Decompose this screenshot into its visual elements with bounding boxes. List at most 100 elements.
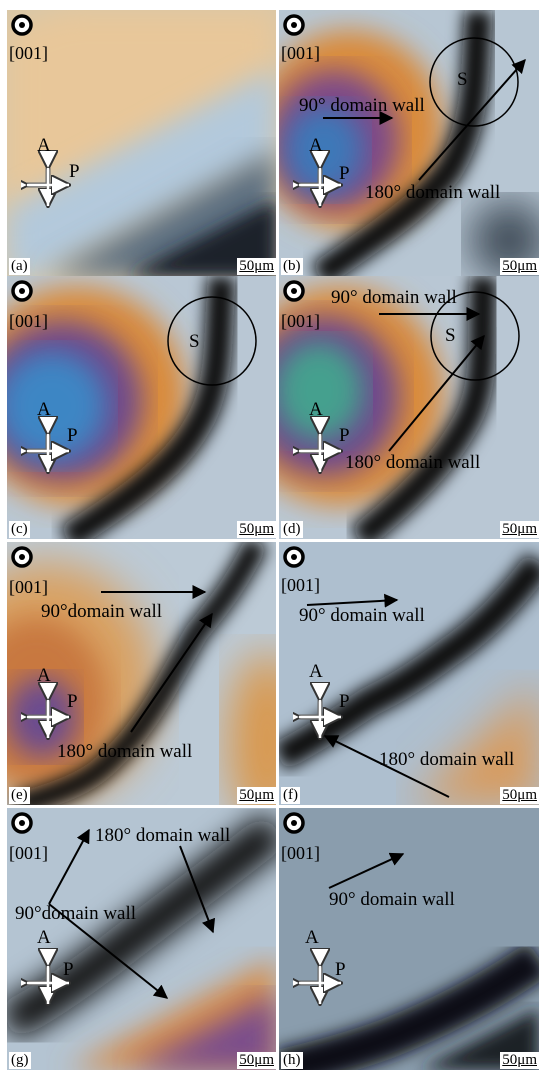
polarizer-cross-icon: [293, 140, 353, 210]
zone-axis-label: [001]: [9, 43, 48, 63]
panel-c: [001] S A P (c) 50μm: [7, 276, 276, 539]
panel-f: [001] 90° domain wall 180° domain wall A…: [279, 542, 539, 805]
label-90-domain-wall: 90° domain wall: [299, 605, 425, 626]
label-s: S: [189, 331, 200, 352]
zone-axis-icon: [283, 812, 305, 834]
zone-axis-icon: [283, 546, 305, 568]
micrograph-c: [7, 276, 276, 539]
panel-label-d: (d): [281, 521, 303, 538]
scale-bar-g: 50μm: [237, 1052, 276, 1069]
analyzer-label: A: [37, 399, 51, 420]
arrow-180-wall: [179, 845, 216, 934]
analyzer-label: A: [37, 135, 51, 156]
polarizer-cross-icon: [21, 938, 81, 1008]
panel-label-b: (b): [281, 258, 303, 275]
region-circle: [429, 37, 519, 127]
panel-d: [001] 90° domain wall 180° domain wall S…: [279, 276, 539, 539]
label-90-domain-wall: 90° domain wall: [331, 287, 457, 308]
polarizer-cross-icon: [293, 406, 353, 476]
label-180-domain-wall: 180° domain wall: [95, 825, 231, 846]
micrograph-g: [7, 808, 276, 1070]
panel-a: [001] A P (a) 50μm: [7, 10, 276, 276]
panel-label-g: (g): [9, 1052, 31, 1069]
polarizer-label: P: [69, 161, 80, 182]
analyzer-label: A: [305, 927, 319, 948]
label-90-domain-wall: 90°domain wall: [15, 903, 137, 924]
arrow-180-wall: [130, 612, 213, 733]
polarizer-cross-icon: [21, 672, 81, 742]
panel-h: [001] 90° domain wall A P (h) 50μm: [279, 808, 539, 1070]
label-s: S: [445, 325, 456, 346]
polarizer-label: P: [339, 163, 350, 184]
annotations-b: [323, 37, 526, 181]
polarizer-label: P: [67, 425, 78, 446]
arrow-90-wall-down: [48, 903, 169, 999]
analyzer-label: A: [309, 661, 323, 682]
zone-axis-icon: [283, 280, 305, 302]
label-180-domain-wall: 180° domain wall: [345, 452, 481, 473]
zone-axis-label: [001]: [281, 575, 320, 595]
zone-axis-icon: [11, 812, 33, 834]
annotations-f: [306, 593, 450, 798]
micrograph-b: [279, 10, 539, 276]
annotations-c: [167, 296, 257, 386]
zone-axis-icon: [11, 546, 33, 568]
scale-bar-e: 50μm: [237, 787, 276, 804]
label-90-domain-wall: 90°domain wall: [41, 601, 163, 622]
zone-axis-icon: [11, 280, 33, 302]
analyzer-label: A: [309, 135, 323, 156]
annotations-e: [101, 585, 213, 733]
region-circle: [167, 296, 257, 386]
annotations-g: [48, 828, 216, 999]
annotations-d: [379, 291, 520, 452]
polarizer-cross-icon: [21, 406, 81, 476]
arrow-90-wall-up: [48, 828, 90, 905]
polarizer-label: P: [339, 425, 350, 446]
label-180-domain-wall: 180° domain wall: [365, 182, 501, 203]
panel-label-a: (a): [9, 258, 30, 275]
scale-bar-a: 50μm: [237, 258, 276, 275]
scale-bar-h: 50μm: [500, 1052, 539, 1069]
panel-g: [001] 180° domain wall 90°domain wall A …: [7, 808, 276, 1070]
micrograph-a: [7, 10, 276, 276]
scale-bar-f: 50μm: [500, 787, 539, 804]
panel-label-f: (f): [281, 787, 300, 804]
zone-axis-label: [001]: [281, 311, 320, 331]
zone-axis-icon: [11, 14, 33, 36]
scale-bar-b: 50μm: [500, 258, 539, 275]
zone-axis-label: [001]: [9, 311, 48, 331]
panel-label-e: (e): [9, 787, 30, 804]
scale-bar-d: 50μm: [500, 521, 539, 538]
polarizer-cross-icon: [293, 938, 353, 1008]
arrow-180-wall: [323, 735, 450, 798]
panel-label-c: (c): [9, 521, 30, 538]
polarizer-cross-icon: [21, 140, 81, 210]
micrograph-e: [7, 542, 276, 805]
analyzer-label: A: [37, 665, 51, 686]
label-s: S: [457, 69, 468, 90]
zone-axis-label: [001]: [281, 843, 320, 863]
panel-label-h: (h): [281, 1052, 303, 1069]
panel-e: [001] 90°domain wall 180° domain wall A …: [7, 542, 276, 805]
polarizer-label: P: [63, 959, 74, 980]
polarizer-label: P: [67, 691, 78, 712]
zone-axis-label: [001]: [9, 843, 48, 863]
arrow-180-wall: [418, 58, 526, 181]
zone-axis-label: [001]: [9, 577, 48, 597]
analyzer-label: A: [37, 927, 51, 948]
arrow-90-wall: [306, 593, 399, 608]
label-180-domain-wall: 180° domain wall: [57, 741, 193, 762]
arrow-180-wall: [388, 334, 485, 452]
label-90-domain-wall: 90° domain wall: [299, 95, 425, 116]
annotations-h: [328, 852, 405, 889]
polarizer-label: P: [335, 959, 346, 980]
arrow-90-wall: [328, 852, 405, 889]
scale-bar-c: 50μm: [237, 521, 276, 538]
zone-axis-icon: [283, 14, 305, 36]
zone-axis-label: [001]: [281, 43, 320, 63]
region-circle: [430, 291, 520, 381]
polarizer-cross-icon: [293, 672, 353, 742]
panel-b: [001] 90° domain wall 180° domain wall S…: [279, 10, 539, 276]
label-90-domain-wall: 90° domain wall: [329, 889, 455, 910]
label-180-domain-wall: 180° domain wall: [379, 749, 515, 770]
